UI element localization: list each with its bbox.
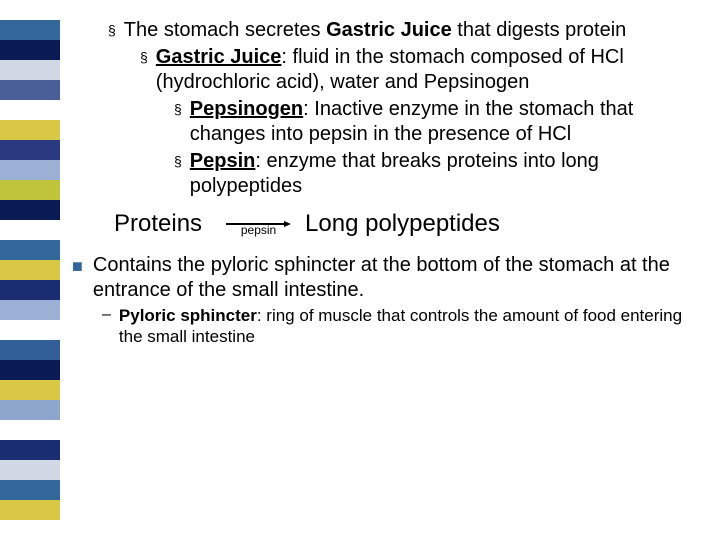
lower1-text: Contains the pyloric sphincter at the bo… — [93, 253, 708, 303]
level3b-text: Pepsin: enzyme that breaks proteins into… — [190, 149, 708, 199]
bullet-level2: § Gastric Juice: fluid in the stomach co… — [140, 45, 708, 95]
sidebar-stripe — [0, 20, 60, 40]
sidebar-stripe — [0, 460, 60, 480]
sidebar-stripe — [0, 80, 60, 100]
reaction-diagram: Proteins pepsin Long polypeptides — [114, 209, 708, 239]
defined-term: Gastric Juice — [156, 46, 282, 68]
sidebar-stripe — [0, 60, 60, 80]
square-bullet-icon: § — [174, 153, 182, 199]
sidebar-stripe — [0, 320, 60, 340]
bullet-level3: § Pepsin: enzyme that breaks proteins in… — [174, 149, 708, 199]
defined-term: Pyloric sphincter — [119, 306, 257, 325]
reaction-product: Long polypeptides — [305, 209, 500, 239]
slide-content: § The stomach secretes Gastric Juice tha… — [72, 18, 708, 350]
reaction-substrate: Proteins — [114, 209, 202, 239]
sidebar-stripe — [0, 260, 60, 280]
defined-term: Pepsin — [190, 150, 256, 172]
bullet-level1: § The stomach secretes Gastric Juice tha… — [108, 18, 708, 43]
sidebar-stripe — [0, 300, 60, 320]
sidebar-stripe — [0, 220, 60, 240]
level3a-text: Pepsinogen: Inactive enzyme in the stoma… — [190, 97, 708, 147]
filled-square-bullet-icon: ■ — [72, 255, 83, 303]
sidebar-stripe — [0, 480, 60, 500]
decorative-sidebar — [0, 0, 60, 540]
sidebar-stripe — [0, 280, 60, 300]
sidebar-stripe — [0, 40, 60, 60]
sidebar-stripe — [0, 420, 60, 440]
sidebar-stripe — [0, 500, 60, 520]
bullet-sub: – Pyloric sphincter: ring of muscle that… — [102, 305, 708, 348]
sidebar-stripe — [0, 440, 60, 460]
square-bullet-icon: § — [140, 49, 148, 95]
square-bullet-icon: § — [108, 22, 116, 43]
sidebar-stripe — [0, 200, 60, 220]
sidebar-stripe — [0, 400, 60, 420]
sidebar-stripe — [0, 160, 60, 180]
sidebar-stripe — [0, 140, 60, 160]
bold-term: Gastric Juice — [326, 19, 452, 41]
sidebar-stripe — [0, 240, 60, 260]
level2-text: Gastric Juice: fluid in the stomach comp… — [156, 45, 708, 95]
arrow-head-icon — [284, 221, 291, 227]
bullet-main: ■ Contains the pyloric sphincter at the … — [72, 253, 708, 303]
square-bullet-icon: § — [174, 101, 182, 147]
lower-section: ■ Contains the pyloric sphincter at the … — [72, 253, 708, 348]
sidebar-stripe — [0, 360, 60, 380]
reaction-enzyme-label: pepsin — [241, 223, 276, 238]
sidebar-stripe — [0, 120, 60, 140]
text-fragment: that digests protein — [452, 19, 627, 41]
reaction-arrow: pepsin — [226, 221, 291, 227]
sidebar-stripe — [0, 520, 60, 540]
sidebar-stripe — [0, 0, 60, 20]
text-fragment: The stomach secretes — [124, 19, 326, 41]
sidebar-stripe — [0, 380, 60, 400]
lower2-text: Pyloric sphincter: ring of muscle that c… — [119, 305, 708, 348]
defined-term: Pepsinogen — [190, 98, 303, 120]
level1-text: The stomach secretes Gastric Juice that … — [124, 18, 708, 43]
sidebar-stripe — [0, 100, 60, 120]
dash-bullet-icon: – — [102, 305, 111, 348]
sidebar-stripe — [0, 180, 60, 200]
sidebar-stripe — [0, 340, 60, 360]
bullet-level3: § Pepsinogen: Inactive enzyme in the sto… — [174, 97, 708, 147]
